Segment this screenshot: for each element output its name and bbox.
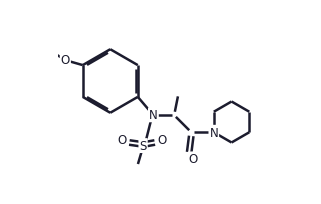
Text: N: N [149, 109, 158, 122]
Text: O: O [158, 133, 167, 146]
Text: N: N [209, 126, 218, 139]
Text: S: S [139, 139, 147, 152]
Text: O: O [117, 133, 126, 146]
Text: O: O [189, 153, 198, 166]
Text: O: O [61, 54, 70, 67]
